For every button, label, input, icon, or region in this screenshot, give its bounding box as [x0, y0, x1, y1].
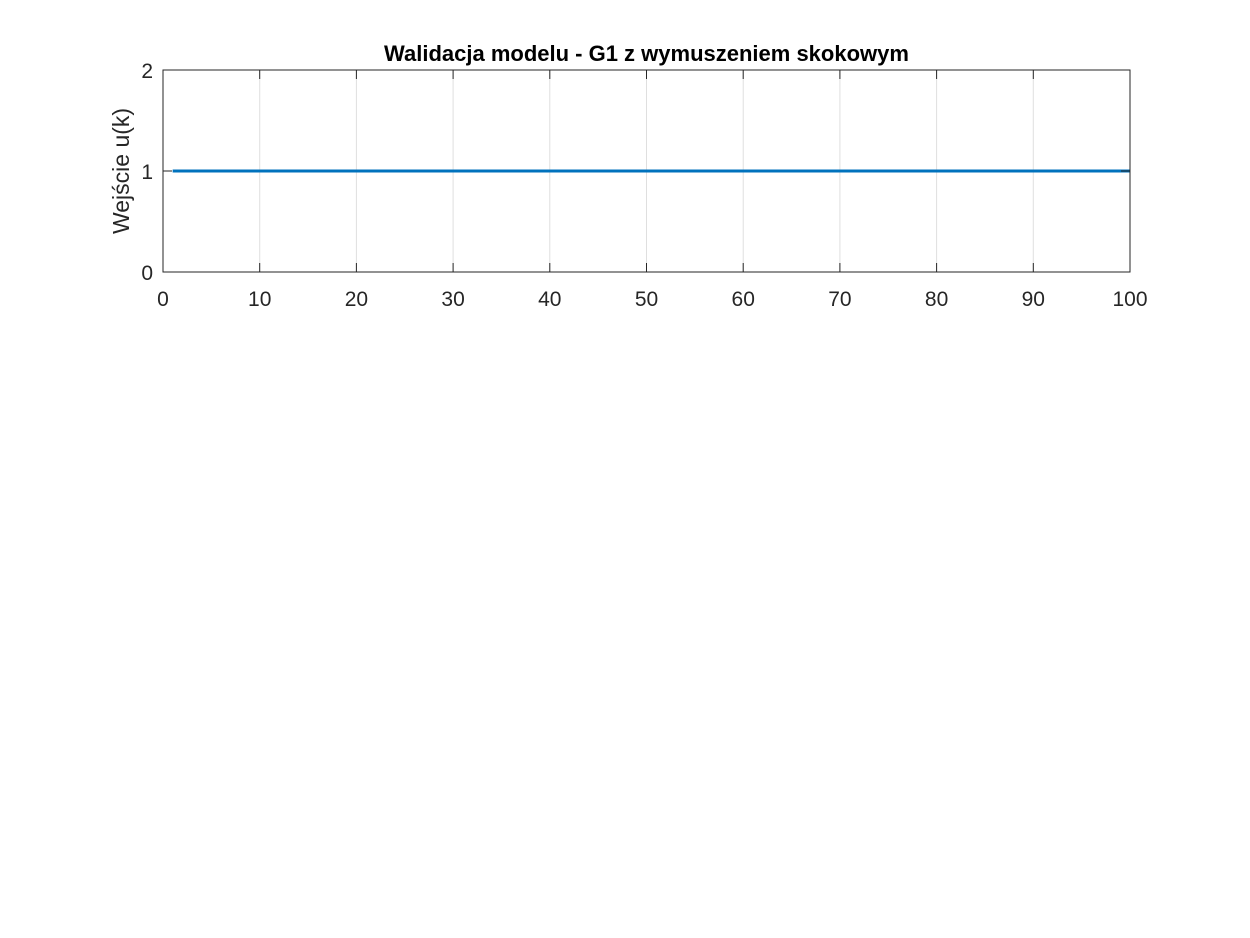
x-tick-label: 10: [248, 288, 271, 311]
x-tick-label: 70: [828, 288, 851, 311]
chart-title: Walidacja modelu - G1 z wymuszeniem skok…: [384, 41, 909, 66]
x-tick-label: 50: [635, 288, 658, 311]
x-tick-label: 60: [732, 288, 755, 311]
x-tick-label: 80: [925, 288, 948, 311]
x-tick-label: 40: [538, 288, 561, 311]
x-tick-label: 90: [1022, 288, 1045, 311]
y-tick-label: 1: [141, 161, 153, 184]
y-axis-label: Wejście u(k): [108, 108, 134, 234]
ticks: 0 10 20 30 40 50 60 70 80 90 100 0 1 2: [141, 60, 1147, 311]
x-tick-label: 30: [441, 288, 464, 311]
axes: 0 10 20 30 40 50 60 70 80 90 100 0 1 2: [141, 60, 1147, 311]
x-tick-label: 100: [1112, 288, 1147, 311]
y-tick-label: 2: [141, 60, 153, 83]
y-tick-label: 0: [141, 262, 153, 285]
x-tick-label: 0: [157, 288, 169, 311]
x-tick-label: 20: [345, 288, 368, 311]
